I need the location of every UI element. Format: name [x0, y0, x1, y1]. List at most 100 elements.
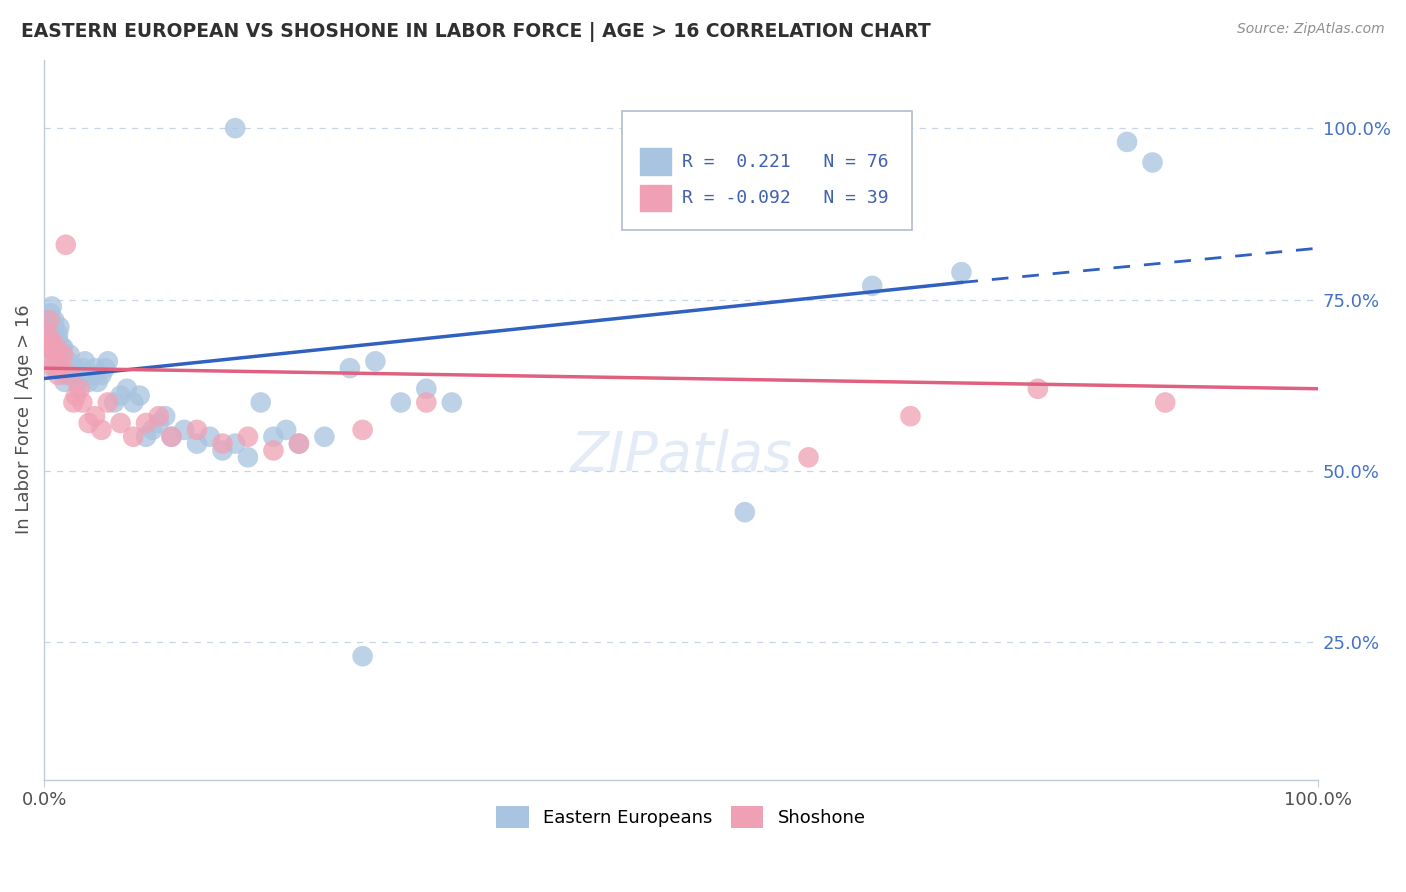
- Point: [77, 375, 100, 389]
- Point: [198, 430, 221, 444]
- Point: [262, 430, 284, 444]
- Point: [236, 450, 259, 465]
- Point: [41, 341, 63, 355]
- Point: [128, 389, 150, 403]
- Point: [58, 354, 80, 368]
- Point: [94, 361, 117, 376]
- Point: [339, 361, 361, 376]
- Point: [52, 347, 75, 361]
- Text: Source: ZipAtlas.com: Source: ZipAtlas.com: [1237, 22, 1385, 37]
- Point: [45, 347, 67, 361]
- Point: [46, 326, 69, 341]
- Point: [72, 361, 94, 376]
- Point: [1142, 155, 1164, 169]
- Point: [42, 361, 65, 376]
- Point: [45, 354, 67, 368]
- Point: [352, 423, 374, 437]
- Point: [950, 265, 973, 279]
- Point: [148, 416, 170, 430]
- Point: [42, 326, 65, 341]
- Point: [49, 347, 72, 361]
- Point: [55, 237, 77, 252]
- Point: [58, 347, 80, 361]
- Y-axis label: In Labor Force | Age > 16: In Labor Force | Age > 16: [15, 305, 32, 534]
- Point: [49, 354, 72, 368]
- Point: [35, 341, 58, 355]
- Point: [173, 423, 195, 437]
- Point: [52, 347, 75, 361]
- Point: [1154, 395, 1177, 409]
- Legend: Eastern Europeans, Shoshone: Eastern Europeans, Shoshone: [489, 799, 873, 836]
- Point: [66, 375, 89, 389]
- Point: [90, 368, 112, 382]
- Point: [37, 326, 59, 341]
- Point: [45, 347, 67, 361]
- Point: [186, 436, 208, 450]
- Point: [224, 436, 246, 450]
- Point: [262, 443, 284, 458]
- Point: [69, 382, 91, 396]
- Point: [46, 368, 69, 382]
- Text: R = -0.092   N = 39: R = -0.092 N = 39: [682, 189, 889, 207]
- Point: [45, 361, 67, 376]
- Point: [110, 389, 132, 403]
- Point: [97, 354, 120, 368]
- Point: [53, 375, 76, 389]
- Point: [224, 121, 246, 136]
- Point: [160, 430, 183, 444]
- Point: [48, 320, 70, 334]
- Point: [84, 361, 107, 376]
- Point: [48, 361, 70, 376]
- Point: [63, 361, 86, 376]
- Point: [82, 368, 104, 382]
- Point: [72, 395, 94, 409]
- Point: [115, 382, 138, 396]
- Point: [62, 395, 84, 409]
- Point: [314, 430, 336, 444]
- Point: [135, 430, 157, 444]
- Point: [122, 395, 145, 409]
- Point: [39, 313, 62, 327]
- Point: [38, 320, 60, 334]
- Point: [415, 382, 437, 396]
- Point: [211, 436, 233, 450]
- Point: [52, 341, 75, 355]
- Point: [39, 341, 62, 355]
- Point: [41, 334, 63, 348]
- Text: R =  0.221   N = 76: R = 0.221 N = 76: [682, 153, 889, 170]
- Point: [415, 395, 437, 409]
- Point: [364, 354, 387, 368]
- Point: [276, 423, 298, 437]
- Point: [86, 375, 108, 389]
- Point: [69, 368, 91, 382]
- Point: [148, 409, 170, 424]
- Point: [288, 436, 311, 450]
- Point: [288, 436, 311, 450]
- Point: [797, 450, 820, 465]
- Point: [48, 361, 70, 376]
- Point: [211, 443, 233, 458]
- Text: ZIPatlas: ZIPatlas: [571, 429, 792, 482]
- Point: [35, 341, 58, 355]
- Point: [38, 326, 60, 341]
- Point: [440, 395, 463, 409]
- Point: [90, 423, 112, 437]
- Point: [37, 334, 59, 348]
- Point: [860, 279, 883, 293]
- Text: EASTERN EUROPEAN VS SHOSHONE IN LABOR FORCE | AGE > 16 CORRELATION CHART: EASTERN EUROPEAN VS SHOSHONE IN LABOR FO…: [21, 22, 931, 42]
- Point: [58, 368, 80, 382]
- Point: [153, 409, 176, 424]
- Point: [42, 334, 65, 348]
- Point: [45, 341, 67, 355]
- Point: [1116, 135, 1139, 149]
- Point: [38, 313, 60, 327]
- Point: [103, 395, 125, 409]
- Point: [65, 389, 87, 403]
- Point: [122, 430, 145, 444]
- Point: [97, 395, 120, 409]
- Point: [39, 306, 62, 320]
- Point: [141, 423, 163, 437]
- Point: [41, 300, 63, 314]
- Point: [55, 368, 77, 382]
- Point: [135, 416, 157, 430]
